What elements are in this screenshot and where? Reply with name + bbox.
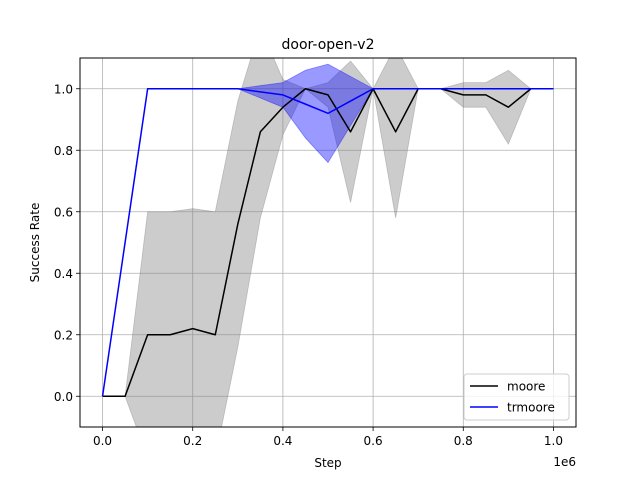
x-tick-label: 0.4 xyxy=(273,434,292,448)
y-axis-ticks: 0.0 0.2 0.4 0.6 0.8 1.0 xyxy=(54,82,80,404)
x-tick-label: 0.2 xyxy=(183,434,202,448)
x-tick-label: 0.8 xyxy=(454,434,473,448)
series-line-moore xyxy=(102,88,554,397)
x-tick-label: 0.6 xyxy=(364,434,383,448)
y-axis-label: Success Rate xyxy=(28,203,42,283)
y-tick-label: 1.0 xyxy=(54,82,73,96)
series-lines xyxy=(101,88,554,397)
chart-title: door-open-v2 xyxy=(282,37,375,53)
x-axis-ticks: 0.0 0.2 0.4 0.6 0.8 1.0 xyxy=(93,427,563,448)
x-tick-label: 1.0 xyxy=(544,434,563,448)
legend: moore trmoore xyxy=(463,373,570,421)
y-tick-label: 0.0 xyxy=(54,390,73,404)
x-axis-offset-label: 1e6 xyxy=(553,455,576,469)
x-tick-label: 0.0 xyxy=(93,434,112,448)
y-tick-label: 0.4 xyxy=(54,267,73,281)
x-axis-label: Step xyxy=(314,456,341,470)
legend-label-trmoore: trmoore xyxy=(507,401,555,415)
plot-frame xyxy=(79,57,577,428)
series-line-trmoore xyxy=(101,88,554,397)
legend-label-moore: moore xyxy=(507,380,545,394)
y-tick-label: 0.6 xyxy=(54,205,73,219)
y-tick-label: 0.2 xyxy=(54,328,73,342)
y-tick-label: 0.8 xyxy=(54,144,73,158)
confidence-band-trmoore xyxy=(102,63,554,397)
